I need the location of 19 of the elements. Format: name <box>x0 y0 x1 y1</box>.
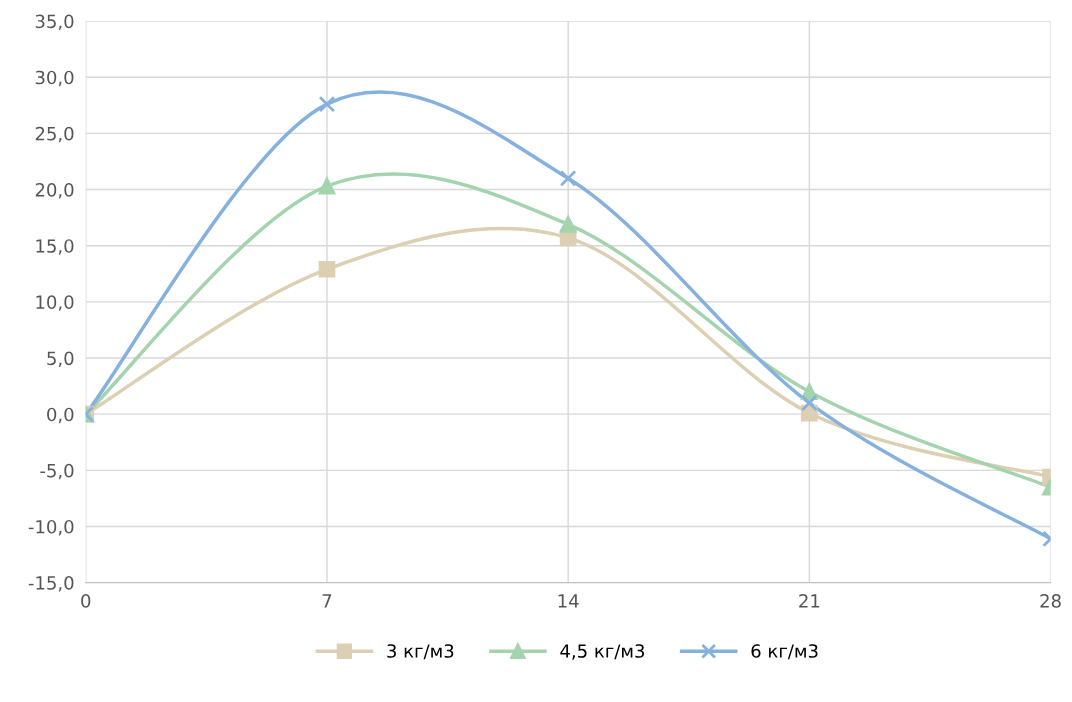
y-tick-label: -15,0 <box>28 576 74 592</box>
legend-label: 4,5 кг/м3 <box>560 644 645 660</box>
y-tick-label: 20,0 <box>35 183 74 199</box>
legend-label: 6 кг/м3 <box>751 644 818 660</box>
x-tick-label: 7 <box>322 594 332 608</box>
y-tick-label: 25,0 <box>35 126 74 143</box>
x-tick-label: 28 <box>1040 594 1061 608</box>
y-tick-label: 15,0 <box>36 239 74 255</box>
y-tick-label: 5,0 <box>47 351 74 367</box>
y-tick-label: 35,0 <box>35 14 74 31</box>
y-tick-label: 30,0 <box>35 70 74 87</box>
y-tick-label: -5,0 <box>40 463 74 480</box>
y-tick-label: 0,0 <box>47 407 74 424</box>
y-tick-label: -10,0 <box>28 519 74 536</box>
x-tick-label: 14 <box>558 594 579 608</box>
x-tick-label: 0 <box>81 594 91 608</box>
legend-label: 3 кг/м3 <box>387 644 454 660</box>
x-tick-label: 21 <box>799 594 820 608</box>
y-tick-label: 10,0 <box>36 295 74 311</box>
